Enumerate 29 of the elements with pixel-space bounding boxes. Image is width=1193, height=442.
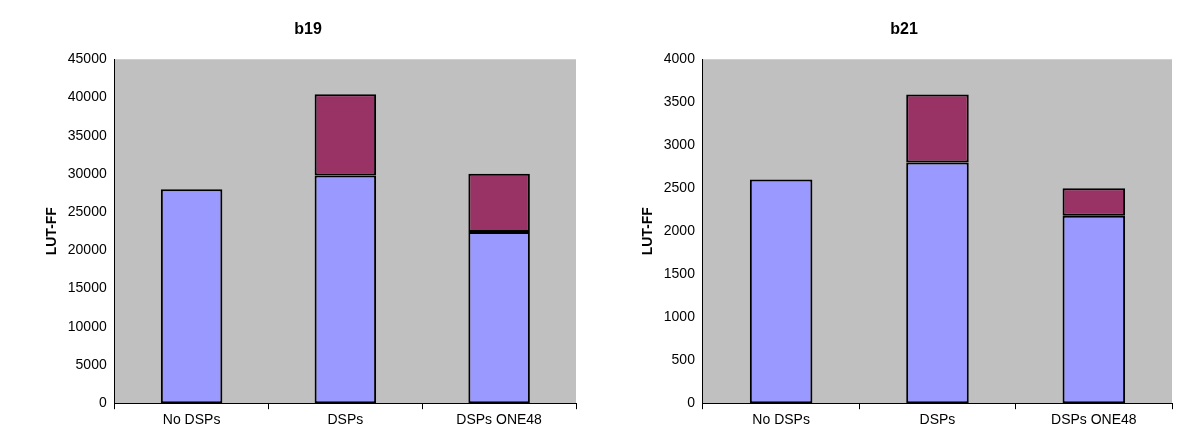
y-axis-title: LUT-FF [43,206,60,256]
chart-title: b19 [294,20,322,38]
y-tick-label: 0 [687,394,696,411]
y-tick-label: 1500 [663,265,696,282]
y-tick-label: 40000 [67,88,107,105]
y-tick-label: 20000 [67,241,107,258]
y-tick-label: 3000 [663,136,696,153]
y-tick-label: 500 [671,351,696,368]
y-tick-label: 15000 [67,279,107,296]
x-tick-label: DSPs [327,411,364,428]
y-tick-label: 3500 [663,93,696,110]
y-axis-title: LUT-FF [639,206,656,256]
x-tick-label: DSPs [919,411,956,428]
y-tick-label: 25000 [67,202,107,219]
y-tick-label: 4000 [663,50,696,67]
y-tick-label: 30000 [67,164,107,181]
chart-title: b21 [890,20,918,38]
x-tick-label: DSPs ONE48 [1051,411,1137,428]
y-tick-label: 45000 [67,50,107,67]
y-tick-label: 35000 [67,126,107,143]
y-tick-label: 0 [98,394,107,411]
x-tick-label: No DSPs [162,411,221,428]
y-tick-label: 10000 [67,317,107,334]
y-tick-label: 1000 [663,308,696,325]
x-tick-label: No DSPs [752,411,810,428]
y-tick-label: 2000 [663,222,696,239]
x-tick-label: DSPs ONE48 [456,411,543,428]
y-tick-label: 5000 [75,355,107,372]
y-tick-label: 2500 [663,179,696,196]
